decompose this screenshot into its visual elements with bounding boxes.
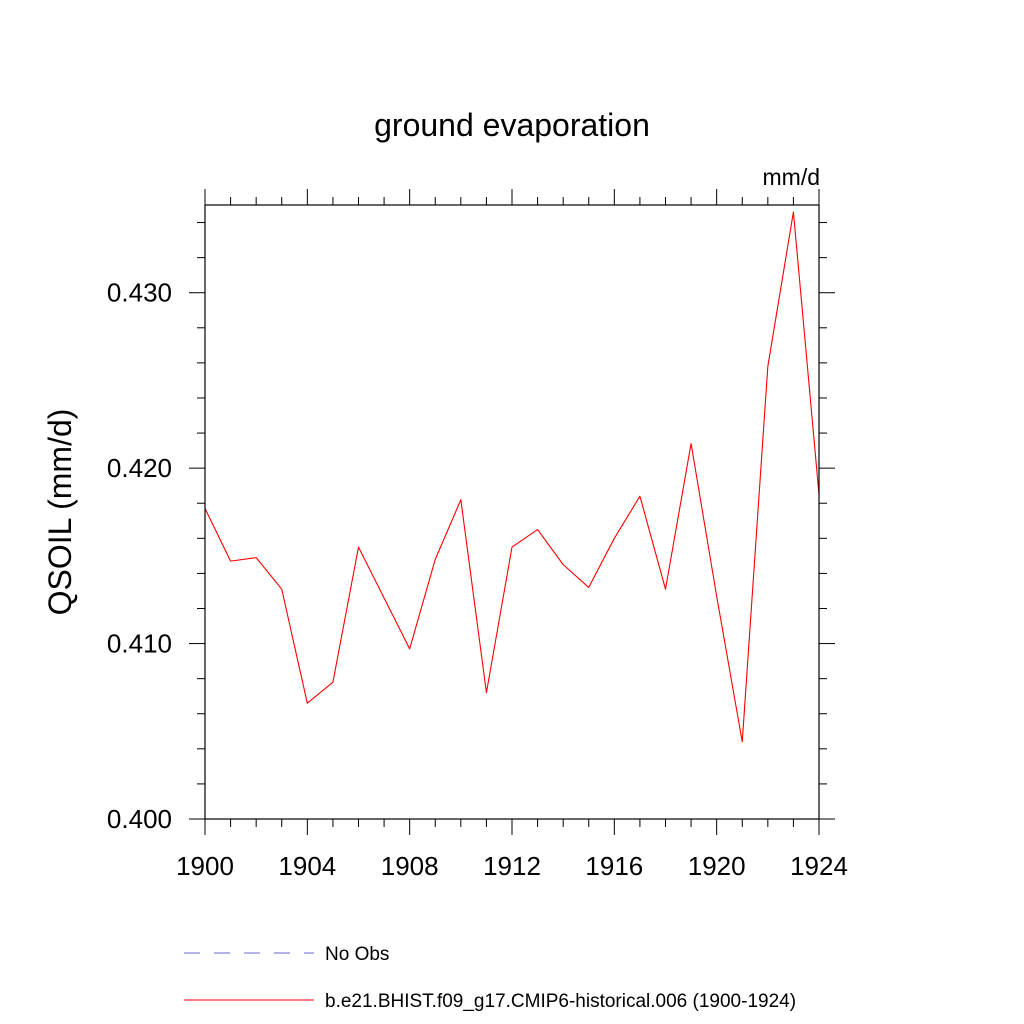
data-point xyxy=(614,538,615,539)
x-tick-label: 1908 xyxy=(381,851,439,881)
data-point xyxy=(307,703,308,704)
data-point xyxy=(409,648,410,649)
units-label: mm/d xyxy=(763,164,821,190)
plot-series xyxy=(205,211,819,743)
data-point xyxy=(665,589,666,590)
legend-label: b.e21.BHIST.f09_g17.CMIP6-historical.006… xyxy=(325,991,796,1012)
x-tick-labels: 1900 1904 1908 1912 1916 1920 1924 xyxy=(176,851,848,881)
x-tick-label: 1920 xyxy=(688,851,746,881)
data-point xyxy=(563,564,564,565)
y-axis-label: QSOIL (mm/d) xyxy=(42,409,78,616)
legend: No Obs b.e21.BHIST.f09_g17.CMIP6-historic… xyxy=(184,944,796,1012)
data-point xyxy=(486,692,487,693)
data-point xyxy=(690,443,691,444)
data-point xyxy=(460,499,461,500)
data-point xyxy=(256,557,257,558)
data-point xyxy=(332,682,333,683)
chart-title: ground evaporation xyxy=(374,107,650,143)
data-point xyxy=(742,741,743,742)
data-point xyxy=(281,589,282,590)
x-tick-label: 1912 xyxy=(483,851,541,881)
data-point xyxy=(383,597,384,598)
x-tick-label: 1900 xyxy=(176,851,234,881)
data-point xyxy=(793,211,794,212)
axis-ticks xyxy=(189,189,835,835)
data-point xyxy=(767,366,768,367)
y-tick-label: 0.420 xyxy=(107,453,172,483)
data-point xyxy=(537,529,538,530)
y-tick-labels: 0.400 0.410 0.420 0.430 xyxy=(107,278,172,834)
plot-frame xyxy=(204,204,820,820)
data-point xyxy=(716,596,717,597)
data-point xyxy=(639,496,640,497)
data-point xyxy=(435,559,436,560)
series-line xyxy=(205,211,819,743)
x-tick-label: 1924 xyxy=(790,851,848,881)
data-point xyxy=(511,546,512,547)
data-point xyxy=(588,587,589,588)
data-point xyxy=(358,546,359,547)
y-tick-label: 0.410 xyxy=(107,629,172,659)
x-tick-label: 1916 xyxy=(585,851,643,881)
y-tick-label: 0.400 xyxy=(107,804,172,834)
y-tick-label: 0.430 xyxy=(107,278,172,308)
data-point xyxy=(230,561,231,562)
legend-label: No Obs xyxy=(325,944,389,965)
x-tick-label: 1904 xyxy=(278,851,336,881)
